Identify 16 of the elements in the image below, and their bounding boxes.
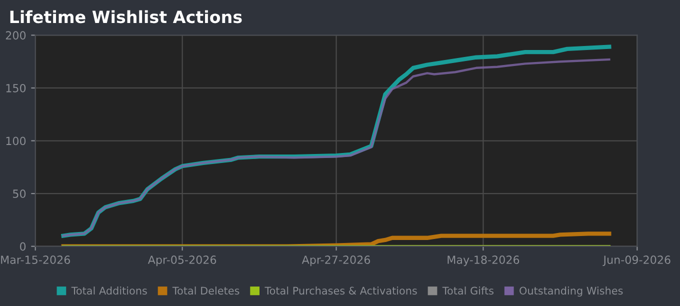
- x-tick-label: May-18-2026: [448, 256, 520, 266]
- y-tick-label: 200: [6, 31, 26, 40]
- x-tick-label: Apr-27-2026: [302, 256, 370, 266]
- y-tick-label: 50: [13, 190, 26, 198]
- legend-label: Outstanding Wishes: [520, 286, 623, 297]
- legend-label: Total Deletes: [172, 286, 240, 295]
- y-tick-label: 100: [6, 136, 26, 146]
- y-tick-label: 150: [6, 84, 26, 92]
- legend-label: Total Purchases & Activations: [264, 286, 417, 295]
- legend-label: Total Additions: [71, 286, 147, 295]
- y-tick-label: 0: [20, 242, 26, 251]
- legend-label: Total Gifts: [442, 286, 494, 295]
- x-tick-label: Apr-05-2026: [148, 256, 216, 266]
- chart-title: Lifetime Wishlist Actions: [10, 10, 242, 24]
- x-tick-label: Jun-09-2026: [602, 256, 670, 266]
- x-tick-label: Mar-15-2026: [1, 256, 70, 264]
